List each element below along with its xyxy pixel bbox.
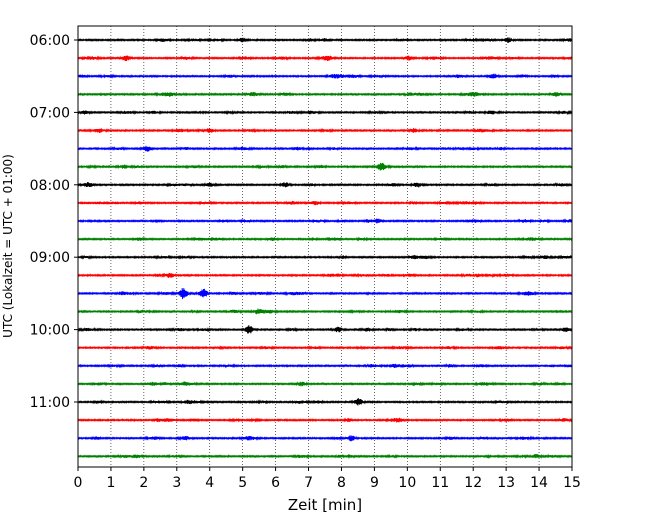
trace-row-0645 bbox=[77, 91, 573, 97]
y-axis-ticks: 06:00 07:00 08:00 09:00 10:00 11:00 bbox=[30, 33, 78, 411]
y-tick-label-0600: 06:00 bbox=[30, 33, 70, 49]
y-tick-label-0900: 09:00 bbox=[30, 250, 70, 266]
trace-row-1100 bbox=[77, 398, 573, 406]
trace-row-0800 bbox=[77, 182, 573, 188]
trace-row-0830 bbox=[77, 218, 573, 224]
x-tick-label-8: 8 bbox=[337, 475, 346, 491]
trace-row-0630 bbox=[77, 73, 573, 79]
trace-row-0900 bbox=[77, 254, 573, 260]
x-tick-label-2: 2 bbox=[139, 475, 148, 491]
trace-row-1000 bbox=[77, 325, 573, 334]
trace-row-0615 bbox=[77, 55, 573, 62]
x-tick-label-15: 15 bbox=[563, 475, 581, 491]
trace-row-0845 bbox=[77, 236, 573, 242]
trace-row-0600 bbox=[77, 37, 573, 43]
trace-row-0930 bbox=[77, 287, 573, 300]
x-tick-label-3: 3 bbox=[172, 475, 181, 491]
x-tick-label-5: 5 bbox=[238, 475, 247, 491]
x-tick-label-13: 13 bbox=[497, 475, 515, 491]
trace-row-0715 bbox=[77, 127, 573, 134]
x-tick-label-11: 11 bbox=[431, 475, 449, 491]
trace-row-1015 bbox=[77, 345, 573, 351]
trace-row-0915 bbox=[77, 272, 573, 279]
trace-row-0815 bbox=[77, 200, 573, 206]
x-tick-label-6: 6 bbox=[271, 475, 280, 491]
x-tick-label-12: 12 bbox=[464, 475, 482, 491]
x-tick-label-9: 9 bbox=[370, 475, 379, 491]
y-tick-label-0700: 07:00 bbox=[30, 105, 70, 121]
x-tick-label-0: 0 bbox=[74, 475, 83, 491]
trace-row-1045 bbox=[77, 381, 573, 387]
trace-rows bbox=[77, 37, 573, 459]
y-tick-label-1000: 10:00 bbox=[30, 323, 70, 339]
y-tick-label-0800: 08:00 bbox=[30, 178, 70, 194]
trace-row-0945 bbox=[77, 308, 573, 315]
x-tick-label-14: 14 bbox=[530, 475, 548, 491]
y-tick-label-1100: 11:00 bbox=[30, 395, 70, 411]
trace-row-1115 bbox=[77, 417, 573, 423]
plot-frame bbox=[77, 25, 573, 468]
x-tick-label-1: 1 bbox=[106, 475, 115, 491]
trace-row-0730 bbox=[77, 145, 573, 152]
x-axis-label: Zeit [min] bbox=[288, 496, 362, 514]
trace-row-1030 bbox=[77, 363, 573, 369]
x-tick-label-4: 4 bbox=[205, 475, 214, 491]
trace-row-1145 bbox=[77, 453, 573, 459]
x-axis-ticks: 0 1 2 3 4 5 6 7 8 9 10 11 12 13 14 15 bbox=[74, 467, 581, 491]
x-tick-label-7: 7 bbox=[304, 475, 313, 491]
y-axis-label: UTC (Lokalzeit = UTC + 01:00) bbox=[1, 154, 15, 338]
x-tick-label-10: 10 bbox=[398, 475, 416, 491]
trace-row-0745 bbox=[77, 162, 573, 171]
trace-row-0700 bbox=[77, 109, 573, 116]
trace-row-1130 bbox=[77, 435, 573, 442]
